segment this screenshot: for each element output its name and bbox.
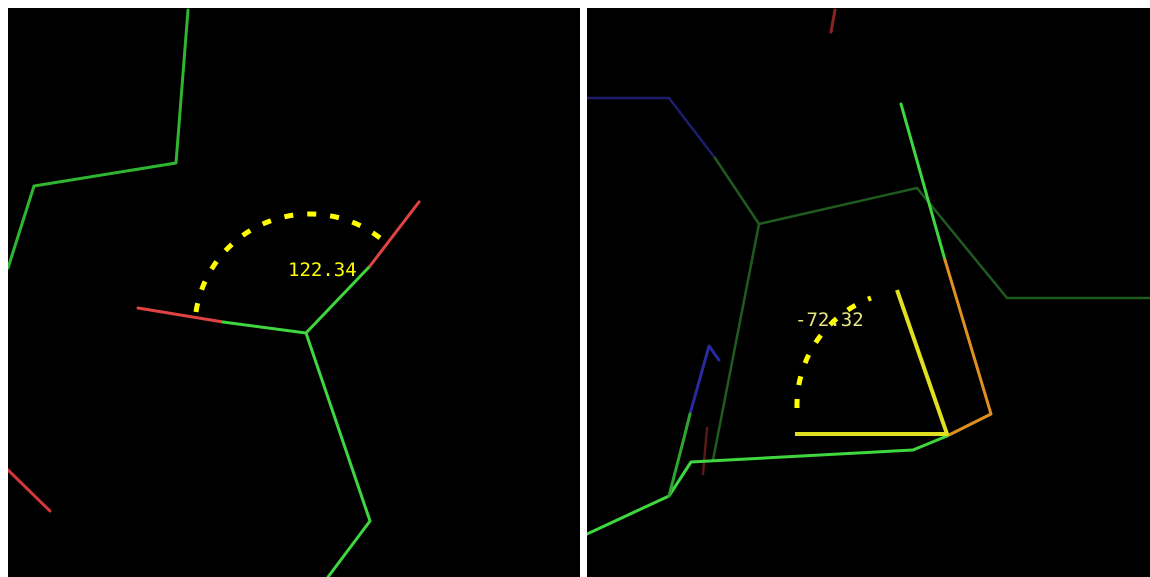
dihedral-plane-marker: [795, 289, 949, 436]
bond-nitrogen-upper-left: [587, 96, 717, 160]
molecule-canvas-dihedral[interactable]: -72.32: [587, 8, 1150, 577]
bond-carbon-right-arm: [304, 264, 372, 335]
bond-oxygen-left-arm: [136, 306, 225, 324]
bond-chain-lower: [304, 331, 372, 577]
bond-oxygen-right-arm: [368, 200, 421, 268]
angle-value-label: 122.34: [288, 259, 357, 281]
bond-network-left: [8, 8, 421, 577]
bond-oxygen-lower-left: [8, 468, 52, 513]
bond-chain-lower: [587, 434, 949, 536]
bond-ring-dim-descend: [711, 222, 761, 462]
bond-carbon-upper: [899, 102, 947, 262]
dihedral-value-label: -72.32: [795, 309, 864, 331]
molecule-canvas-angle[interactable]: 122.34: [8, 8, 580, 577]
bond-oxygen-top: [829, 8, 837, 34]
molecule-viewer-angle[interactable]: 122.34: [8, 8, 580, 577]
bond-nitrogen-carbon: [683, 412, 692, 436]
molecule-viewer-dihedral[interactable]: -72.32: [587, 8, 1150, 577]
bond-carbon-left-arm: [221, 320, 308, 335]
bond-network-right: [587, 8, 1150, 536]
bond-chain-upper-left: [8, 8, 190, 270]
bond-chain-branch: [667, 432, 687, 498]
bond-oxygen-lower: [701, 426, 709, 476]
bond-highlight: [943, 258, 993, 438]
bond-nitrogen-lower: [688, 344, 721, 416]
angle-measurement: 122.34: [193, 211, 387, 313]
dihedral-arc: [794, 295, 872, 409]
dihedral-measurement: -72.32: [794, 289, 949, 436]
angle-arc: [193, 211, 387, 313]
bond-ring-dim: [713, 156, 1150, 300]
